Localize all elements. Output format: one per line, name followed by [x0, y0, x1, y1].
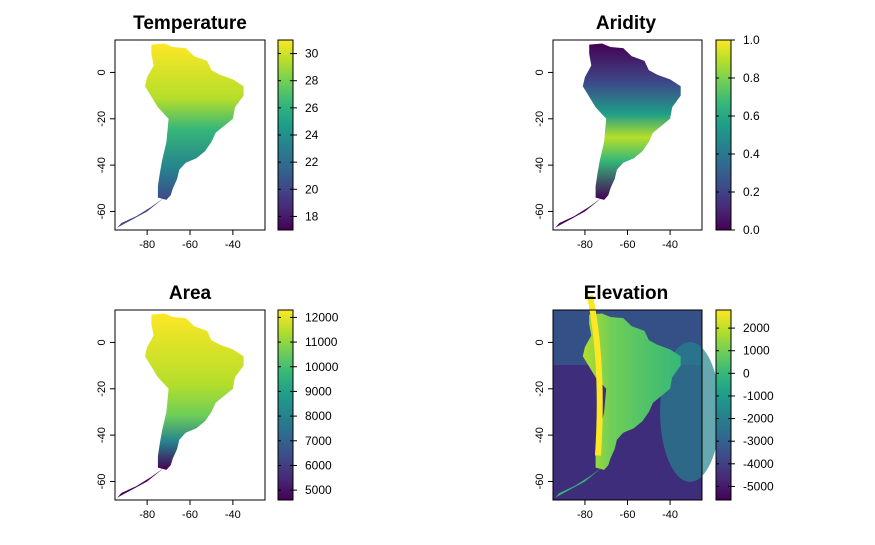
x-tick-label: -40 [225, 509, 241, 521]
y-tick-label: 0 [534, 69, 546, 75]
x-tick-label: -40 [225, 239, 241, 251]
panel-aridity: Aridity -80 -60 -40 0 -20 -40 -60 0.0 0.2 0.4 0.6 0.… [534, 13, 760, 251]
colorbar-tick-label: 5000 [305, 483, 332, 497]
colorbar [715, 39, 732, 231]
colorbar-tick-label: 9000 [305, 384, 332, 398]
y-tick-label: -20 [96, 111, 108, 127]
y-tick-label: -60 [96, 204, 108, 220]
panel-title: Aridity [596, 13, 657, 34]
colorbar-tick-label: 10000 [305, 360, 339, 374]
y-tick-label: -20 [534, 111, 546, 127]
land-raster [145, 313, 244, 470]
y-tick-label: -60 [96, 474, 108, 490]
colorbar-tick-label: 0.0 [743, 223, 760, 237]
panel-title: Area [169, 283, 212, 304]
colorbar-tick-label: 26 [305, 101, 319, 115]
panel-area: Area -80 -60 -40 0 -20 -40 -60 5000 6000 7000 8000 9… [96, 283, 339, 521]
x-tick-label: -80 [139, 509, 155, 521]
colorbar-tick-label: 28 [305, 74, 319, 88]
x-tick-label: -60 [182, 239, 198, 251]
colorbar-tick-label: 20 [305, 182, 319, 196]
colorbar-tick-label: 6000 [305, 458, 332, 472]
y-tick-label: -60 [534, 204, 546, 220]
panel-title: Temperature [133, 13, 247, 34]
colorbar-tick-label: 8000 [305, 409, 332, 423]
y-tick-label: 0 [96, 69, 108, 75]
land-raster [582, 313, 681, 470]
colorbar [715, 309, 732, 501]
y-tick-label: -40 [534, 157, 546, 173]
land-raster-tip [117, 467, 165, 498]
colorbar [277, 309, 294, 501]
ridge-raster [660, 341, 721, 482]
panel-title: Elevation [584, 283, 668, 304]
x-tick-label: -40 [662, 509, 678, 521]
y-tick-label: -20 [96, 381, 108, 397]
land-raster-tip [117, 197, 165, 228]
colorbar-tick-label: 22 [305, 155, 319, 169]
land-raster-tip [555, 467, 602, 498]
panel-elevation: Elevation -80 -60 -40 0 -20 -40 -60 2000 1000 0 -10… [534, 283, 774, 521]
colorbar-tick-label: 0 [743, 366, 750, 380]
colorbar-tick-label: 2000 [743, 321, 770, 335]
colorbar-tick-label: 12000 [305, 310, 339, 324]
colorbar-tick-label: -5000 [743, 479, 774, 493]
colorbar-tick-label: -2000 [743, 412, 774, 426]
x-tick-label: -60 [182, 509, 198, 521]
x-tick-label: -80 [577, 239, 593, 251]
colorbar-tick-label: -4000 [743, 457, 774, 471]
x-tick-label: -40 [662, 239, 678, 251]
y-tick-label: -60 [534, 474, 546, 490]
y-tick-label: -40 [534, 427, 546, 443]
colorbar-tick-label: 1.0 [743, 33, 760, 47]
colorbar-tick-label: 0.4 [743, 147, 760, 161]
x-tick-label: -60 [620, 509, 636, 521]
colorbar-tick-label: 0.6 [743, 109, 760, 123]
colorbar-tick-label: 30 [305, 47, 319, 61]
colorbar-tick-label: 1000 [743, 344, 770, 358]
colorbar-tick-label: 24 [305, 128, 319, 142]
y-tick-label: -20 [534, 381, 546, 397]
colorbar-tick-label: 0.8 [743, 71, 760, 85]
land-raster [145, 43, 244, 200]
colorbar-tick-label: 11000 [305, 335, 338, 349]
colorbar-tick-label: -1000 [743, 389, 774, 403]
x-tick-label: -60 [620, 239, 636, 251]
land-raster-tip [555, 197, 602, 228]
panel-temperature: Temperature -80 -60 -40 0 -20 -40 -60 18 20 22 24 26… [96, 13, 319, 251]
colorbar-tick-label: 18 [305, 209, 319, 223]
colorbar-tick-label: -3000 [743, 434, 774, 448]
y-tick-label: -40 [96, 157, 108, 173]
y-tick-label: -40 [96, 427, 108, 443]
colorbar-tick-label: 7000 [305, 434, 332, 448]
colorbar-tick-label: 0.2 [743, 185, 760, 199]
y-tick-label: 0 [96, 339, 108, 345]
x-tick-label: -80 [577, 509, 593, 521]
x-tick-label: -80 [139, 239, 155, 251]
andes-raster [587, 295, 603, 456]
land-raster [582, 43, 681, 200]
y-tick-label: 0 [534, 339, 546, 345]
